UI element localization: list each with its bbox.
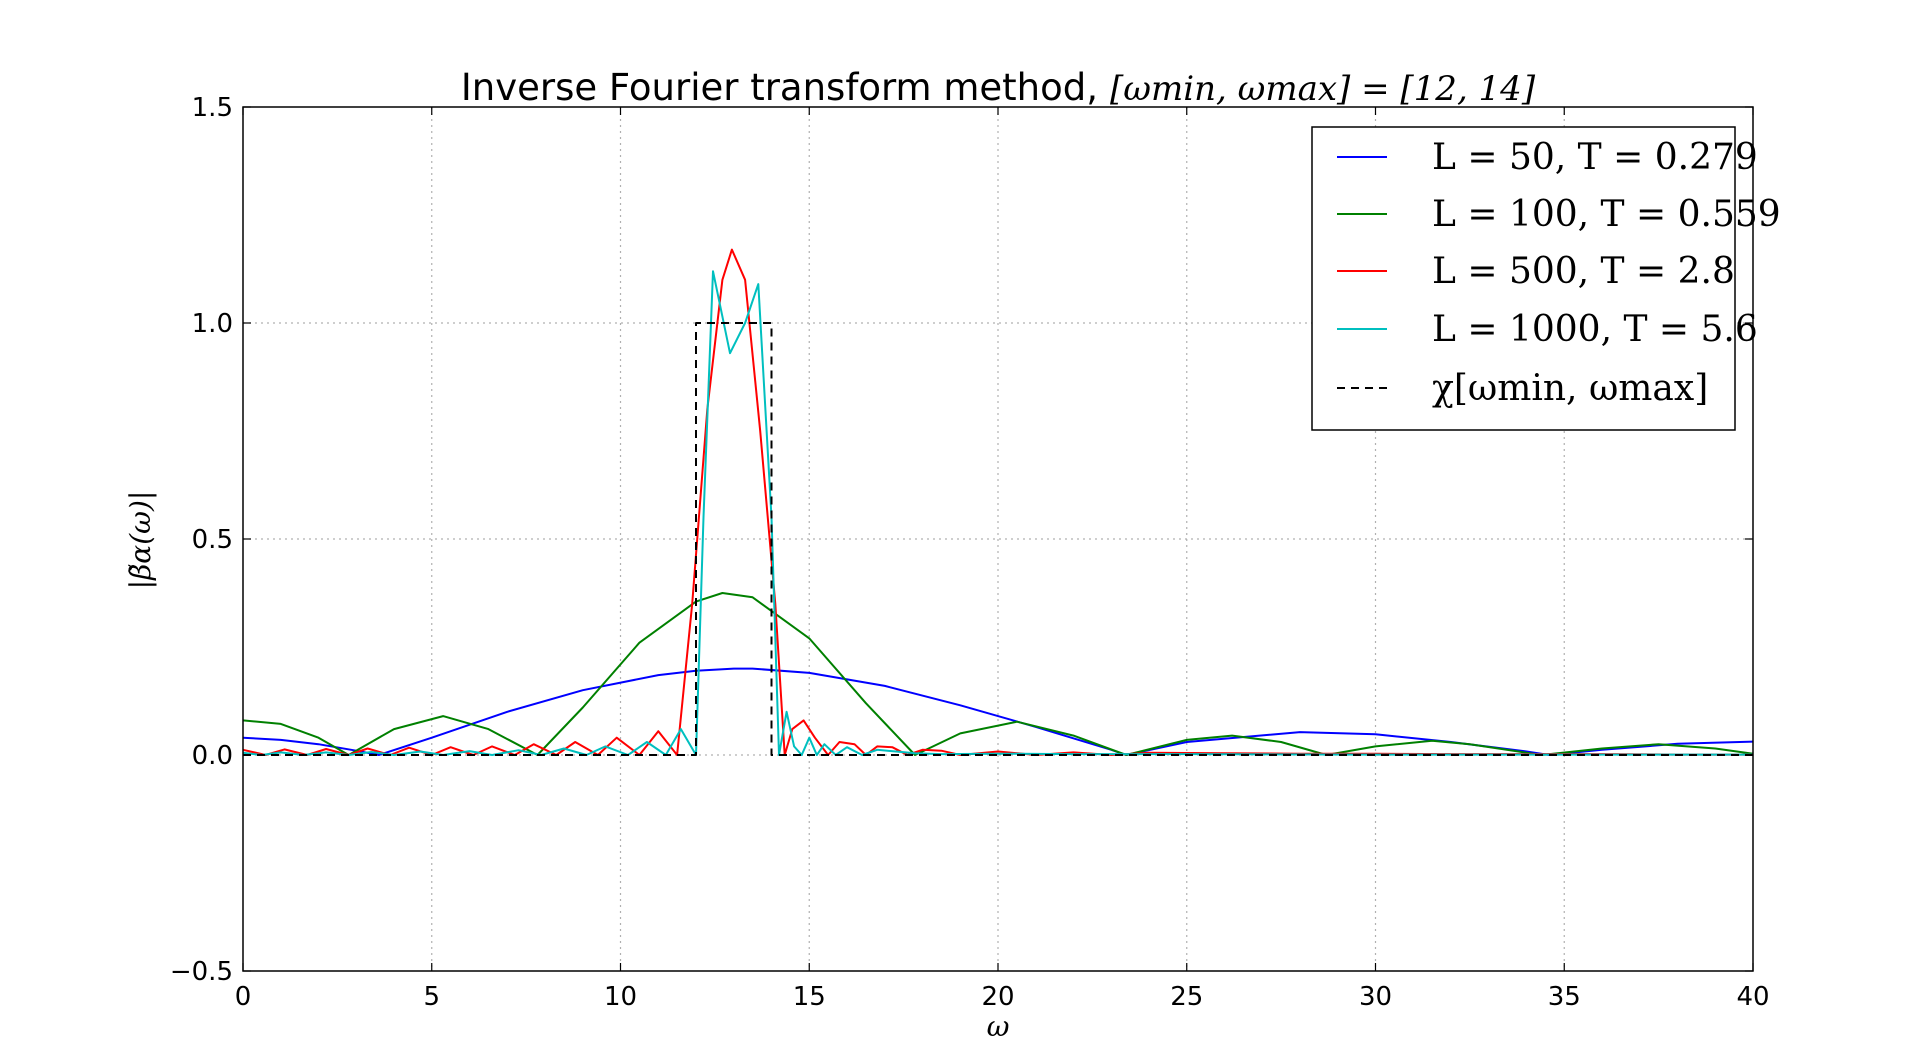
x-axis-label: ω	[987, 1010, 1010, 1043]
grid	[243, 107, 1753, 971]
legend: L = 50, T = 0.279 L = 100, T = 0.559 L =…	[1311, 126, 1781, 431]
y-tick-label: 0.5	[192, 525, 233, 555]
legend-label-l500: L = 500, T = 2.8	[1432, 251, 1735, 292]
x-tick-label: 10	[604, 982, 637, 1012]
y-tick-label: −0.5	[170, 957, 233, 987]
legend-label-indicator: χ[ωmin, ωmax]	[1432, 368, 1708, 409]
y-tick-label: 0.0	[192, 741, 233, 771]
y-tick-label: 1.0	[192, 309, 233, 339]
legend-label-l50: L = 50, T = 0.279	[1432, 137, 1758, 178]
x-tick-label: 25	[1170, 982, 1203, 1012]
legend-box	[1311, 126, 1736, 431]
x-tick-label: 15	[793, 982, 826, 1012]
x-tick-label: 0	[235, 982, 252, 1012]
series-l100-line	[242, 592, 1754, 756]
x-tick-label: 40	[1736, 982, 1769, 1012]
series-indicator-line	[243, 322, 1753, 756]
title-math: [ωmin, ωmax] = [12, 14]	[1110, 69, 1536, 109]
y-tick-label: 1.5	[192, 93, 233, 123]
series-l1000-line	[242, 270, 1753, 756]
x-tick-label: 20	[981, 982, 1014, 1012]
chart-title: Inverse Fourier transform method, [ωmin, …	[461, 66, 1536, 109]
legend-label-l100: L = 100, T = 0.559	[1432, 194, 1781, 235]
x-tick-label: 35	[1548, 982, 1581, 1012]
x-tick-label: 5	[423, 982, 440, 1012]
series-group	[242, 248, 1754, 756]
ticks: 0 5 10 15 20 25 30 35 40 −0.5 0.0 0.5 1.0 1.5	[170, 93, 1770, 1012]
title-prefix: Inverse Fourier transform method,	[461, 66, 1098, 109]
x-tick-label: 30	[1359, 982, 1392, 1012]
y-axis-label: |β̃α(ω)|	[124, 491, 157, 590]
legend-label-l1000: L = 1000, T = 5.6	[1432, 309, 1758, 350]
